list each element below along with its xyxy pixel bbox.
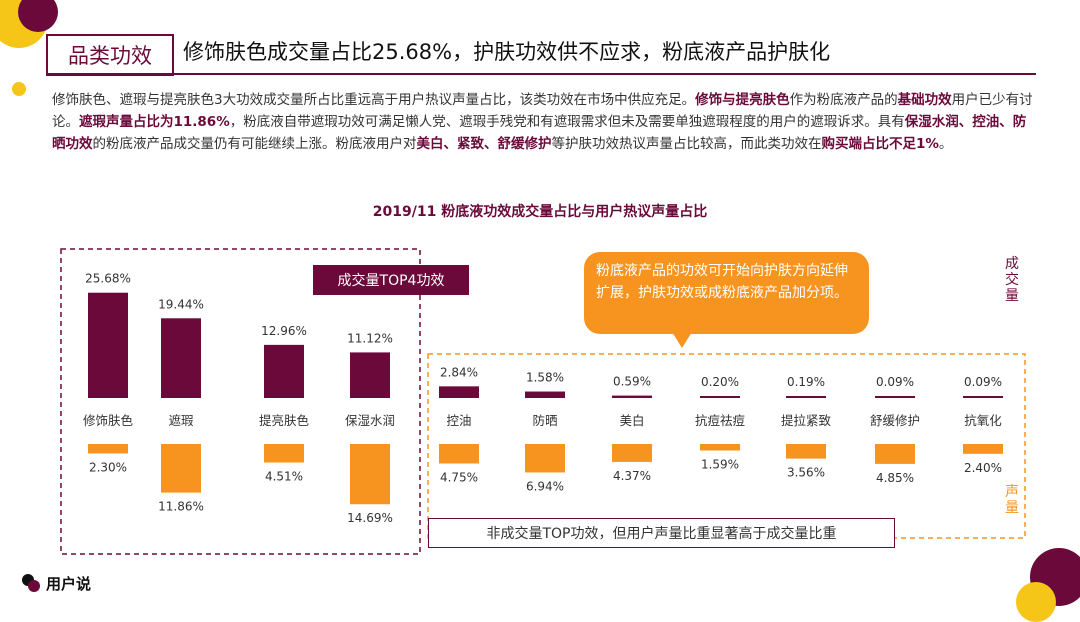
section-tag: 品类功效 [46, 34, 174, 76]
title-divider [46, 73, 1036, 75]
bar-volume-3 [350, 352, 390, 398]
intro-bold-4: 保湿水润、控油、防晒功效 [52, 114, 1027, 152]
bar-volume-8 [786, 396, 826, 398]
category-label-4: 控油 [446, 413, 471, 428]
top4-label: 成交量TOP4功效 [313, 265, 469, 295]
callout-bubble: 粉底液产品的功效可开始向护肤方向延伸扩展，护肤功效或成粉底液产品加分项。 [584, 252, 869, 334]
legend-series-2: 声量 [1005, 484, 1019, 516]
label-volume-8: 0.19% [787, 375, 825, 389]
page-title: 修饰肤色成交量占比25.68%，护肤功效供不应求，粉底液产品护肤化 [183, 40, 831, 64]
intro-bold-1: 修饰与提亮肤色 [695, 92, 790, 108]
category-label-0: 修饰肤色 [83, 413, 134, 428]
bar-voice-5 [525, 444, 565, 473]
label-volume-10: 0.09% [964, 375, 1002, 389]
label-volume-2: 12.96% [261, 324, 307, 338]
intro-paragraph: 修饰肤色、遮瑕与提亮肤色3大功效成交量所占比重远高于用户热议声量占比，该类功效在… [52, 89, 1036, 155]
bar-volume-0 [88, 292, 128, 398]
bar-voice-9 [875, 444, 915, 464]
bottom-note: 非成交量TOP功效，但用户声量比重显著高于成交量比重 [428, 518, 895, 548]
label-volume-7: 0.20% [701, 375, 739, 389]
intro-text-1: 修饰肤色、遮瑕与提亮肤色3大功效成交量所占比重远高于用户热议声量占比，该类功效在… [52, 92, 696, 108]
label-voice-1: 11.86% [158, 500, 204, 514]
bar-voice-6 [612, 444, 652, 462]
category-label-7: 抗痘祛痘 [695, 413, 746, 428]
intro-bold-2: 基础功效 [897, 92, 952, 108]
other-frame [427, 353, 1026, 539]
label-volume-0: 25.68% [85, 272, 131, 286]
decor-dot-yellow [12, 82, 26, 96]
bar-volume-4 [439, 386, 479, 398]
intro-bold-5: 美白、紧致、舒缓修护 [416, 136, 552, 152]
label-voice-5: 6.94% [526, 479, 564, 493]
intro-bold-3: 遮瑕声量占比为11.86% [79, 114, 230, 130]
category-label-2: 提亮肤色 [259, 413, 310, 428]
label-voice-10: 2.40% [964, 461, 1002, 475]
category-label-6: 美白 [619, 413, 644, 428]
bar-voice-2 [264, 444, 304, 463]
label-voice-9: 4.85% [876, 471, 914, 485]
category-label-1: 遮瑕 [168, 413, 194, 428]
label-voice-6: 4.37% [613, 469, 651, 483]
label-volume-6: 0.59% [613, 375, 651, 389]
label-voice-2: 4.51% [265, 469, 303, 483]
bar-volume-10 [963, 396, 1003, 398]
label-volume-1: 19.44% [158, 297, 204, 311]
label-voice-4: 4.75% [440, 470, 478, 484]
bar-voice-8 [786, 444, 826, 459]
bar-volume-2 [264, 344, 304, 398]
intro-text-2: 作为粉底液产品的 [789, 92, 898, 108]
label-volume-3: 11.12% [347, 331, 393, 345]
bar-volume-7 [700, 396, 740, 398]
bar-voice-1 [161, 444, 201, 493]
label-voice-0: 2.30% [89, 460, 127, 474]
callout-tail [672, 332, 692, 348]
chart-title: 2019/11 粉底液功效成交量占比与用户热议声量占比 [372, 204, 708, 220]
bar-volume-9 [875, 396, 915, 398]
bar-voice-3 [350, 444, 390, 505]
category-label-5: 防晒 [532, 413, 557, 428]
logo-mark-icon [22, 574, 40, 592]
label-voice-3: 14.69% [347, 511, 393, 525]
label-volume-5: 1.58% [526, 371, 564, 385]
bar-voice-4 [439, 444, 479, 464]
bar-voice-10 [963, 444, 1003, 454]
intro-text-7: 。 [938, 136, 953, 152]
label-volume-9: 0.09% [876, 375, 914, 389]
intro-text-6: 等护肤功效热议声量占比较高，而此类功效在 [551, 136, 822, 152]
intro-text-5: 的粉底液产品成交量仍有可能继续上涨。粉底液用户对 [92, 136, 417, 152]
logo-text: 用户说 [46, 574, 92, 593]
legend-series-1: 成交量 [1005, 256, 1019, 304]
bar-volume-5 [525, 391, 565, 398]
intro-bold-6: 购买端占比不足1% [821, 136, 939, 152]
bar-voice-0 [88, 444, 128, 454]
brand-logo: 用户说 [20, 572, 91, 594]
category-label-9: 舒缓修护 [870, 413, 920, 428]
bar-volume-1 [161, 318, 201, 398]
category-label-10: 抗氧化 [964, 413, 1002, 428]
decor-circle-maroon [18, 0, 58, 32]
category-label-8: 提拉紧致 [781, 413, 832, 428]
bar-voice-7 [700, 444, 740, 451]
category-label-3: 保湿水润 [345, 413, 395, 428]
label-volume-4: 2.84% [440, 365, 478, 379]
label-voice-7: 1.59% [701, 458, 739, 472]
bar-volume-6 [612, 395, 652, 398]
intro-text-3: 用户已少有讨论。 [52, 92, 1033, 130]
label-voice-8: 3.56% [787, 466, 825, 480]
intro-text-4: ，粉底液自带遮瑕功效可满足懒人党、遮瑕手残党和有遮瑕需求但未及需要单独遮瑕程度的… [229, 114, 905, 130]
